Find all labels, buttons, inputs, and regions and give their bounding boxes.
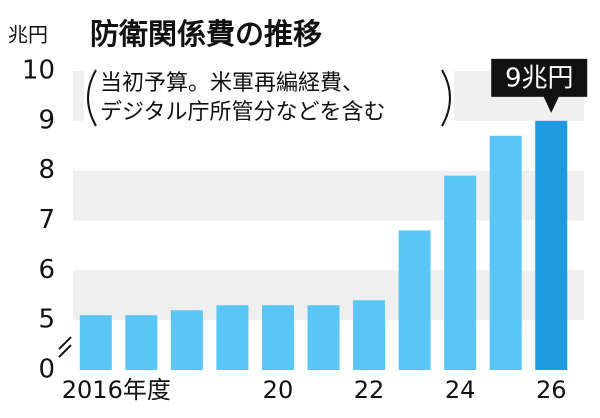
callout-pointer xyxy=(543,95,560,113)
x-tick-label: 22 xyxy=(354,376,385,404)
y-unit: 兆円 xyxy=(8,23,48,47)
annotation: 当初予算。米軍再編経費、 xyxy=(100,71,364,96)
annotation: デジタル庁所管分などを含む xyxy=(100,100,386,125)
callout: 9兆円 xyxy=(505,63,574,93)
paren-right xyxy=(441,69,451,127)
axis-break xyxy=(58,336,72,350)
bar xyxy=(79,315,112,370)
x-tick-label: 24 xyxy=(445,376,476,404)
y-tick-label: 6 xyxy=(38,255,55,285)
annotation-box xyxy=(84,66,454,130)
bar xyxy=(170,310,203,370)
y-tick-label: 5 xyxy=(38,305,55,335)
bar xyxy=(489,135,522,370)
x-tick-label: 26 xyxy=(536,376,567,404)
marks xyxy=(79,120,568,370)
bar xyxy=(444,175,477,370)
bar xyxy=(353,300,386,370)
chart-title: 防衛関係費の推移 xyxy=(90,17,322,51)
y-tick-label: 10 xyxy=(22,56,55,86)
bar xyxy=(261,305,294,370)
paren-left xyxy=(87,69,97,127)
x-tick-label: 2016年度 xyxy=(62,376,171,404)
y-tick-label: 9 xyxy=(38,105,55,135)
bar xyxy=(125,315,158,370)
axis-break xyxy=(58,344,72,358)
bar xyxy=(307,305,340,370)
bar xyxy=(535,120,568,370)
y-tick-label: 7 xyxy=(38,205,55,235)
bar xyxy=(216,305,249,370)
y-tick-label: 0 xyxy=(38,355,55,385)
callout-box xyxy=(491,58,588,97)
y-tick-label: 8 xyxy=(38,155,55,185)
x-tick-label: 20 xyxy=(263,376,294,404)
bar xyxy=(398,230,431,370)
